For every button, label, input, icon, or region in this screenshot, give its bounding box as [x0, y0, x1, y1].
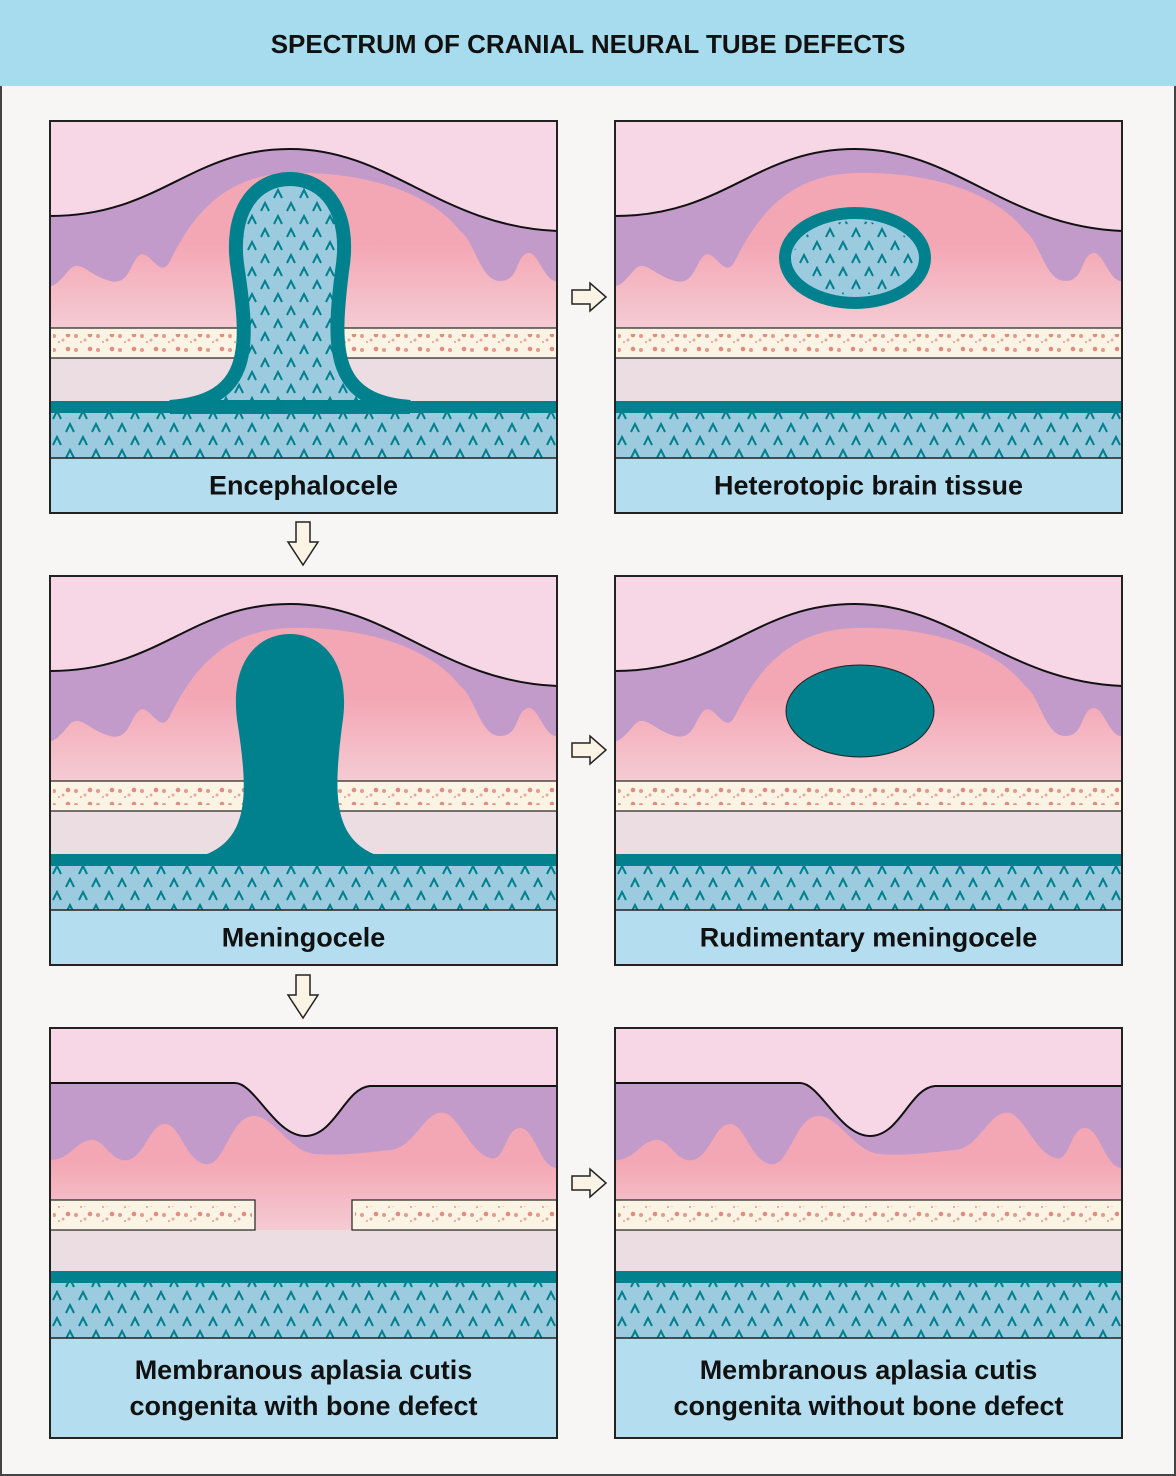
lower-tissue — [615, 358, 1122, 401]
panel-label: congenita without bone defect — [674, 1391, 1064, 1421]
title-bar — [0, 0, 1176, 86]
arrow — [571, 1167, 608, 1199]
dura — [50, 1271, 557, 1283]
skin-line — [614, 602, 1123, 687]
arrows — [286, 281, 608, 1199]
skin-line — [50, 1082, 557, 1138]
panel-border — [49, 120, 558, 514]
panel-label: Heterotopic brain tissue — [714, 471, 1023, 501]
panel-label: Encephalocele — [209, 471, 398, 501]
panels: Encephalocele Heterotopic brain tissue Men… — [49, 120, 1123, 1439]
skin-line — [615, 1082, 1122, 1138]
panel-border — [614, 575, 1123, 966]
tissue-texture — [793, 221, 917, 295]
brain-texture — [50, 413, 557, 458]
sac-texture — [170, 179, 410, 407]
skin-line — [614, 147, 1123, 232]
label-box — [614, 457, 1123, 514]
panel-label: Membranous aplasia cutis — [135, 1355, 473, 1385]
brain-texture — [50, 1283, 557, 1338]
brain-texture — [615, 1283, 1122, 1338]
brain-texture — [615, 866, 1122, 910]
panel: Membranous aplasia cutis congenita withou… — [614, 1027, 1123, 1439]
panel: Meningocele — [49, 575, 558, 966]
label-box — [49, 1337, 558, 1439]
skin-line — [49, 147, 558, 232]
epidermis — [50, 149, 557, 286]
panel: Encephalocele — [49, 120, 558, 514]
bone-marrow — [618, 787, 1119, 805]
panel: Heterotopic brain tissue — [614, 120, 1123, 514]
dura — [615, 401, 1122, 413]
rudimentary-sac — [785, 664, 935, 758]
panel-label: congenita with bone defect — [129, 1391, 477, 1421]
lower-tissue — [615, 811, 1122, 854]
brain-texture — [50, 866, 557, 910]
arrow — [571, 734, 608, 766]
bone-marrow — [618, 1206, 1119, 1224]
panel: Membranous aplasia cutis congenita with b… — [49, 1027, 558, 1439]
dura — [615, 1271, 1122, 1283]
panel-border — [614, 120, 1123, 514]
panel-label: Membranous aplasia cutis — [700, 1355, 1038, 1385]
label-box — [614, 1337, 1123, 1439]
epidermis — [615, 604, 1122, 741]
skin-line — [49, 602, 558, 687]
arrow — [571, 281, 608, 313]
arrow — [286, 974, 320, 1020]
epidermis — [50, 604, 557, 741]
panel: Rudimentary meningocele — [614, 575, 1123, 966]
dura — [615, 854, 1122, 866]
epidermis — [50, 1083, 557, 1168]
panel-label: Meningocele — [222, 923, 386, 953]
bone-marrow — [355, 1206, 554, 1224]
bone-marrow — [618, 334, 1119, 352]
epidermis — [615, 1083, 1122, 1168]
panel-border — [49, 1027, 558, 1439]
sac — [170, 634, 410, 862]
arrow — [286, 521, 320, 567]
lower-tissue — [615, 1230, 1122, 1271]
lower-tissue — [50, 1230, 557, 1271]
panel-border — [49, 575, 558, 966]
title: SPECTRUM OF CRANIAL NEURAL TUBE DEFECTS — [271, 29, 906, 59]
panel-label: Rudimentary meningocele — [700, 923, 1038, 953]
epidermis — [615, 149, 1122, 286]
panel-border — [614, 1027, 1123, 1439]
bone-marrow — [53, 1206, 252, 1224]
brain-texture — [615, 413, 1122, 458]
